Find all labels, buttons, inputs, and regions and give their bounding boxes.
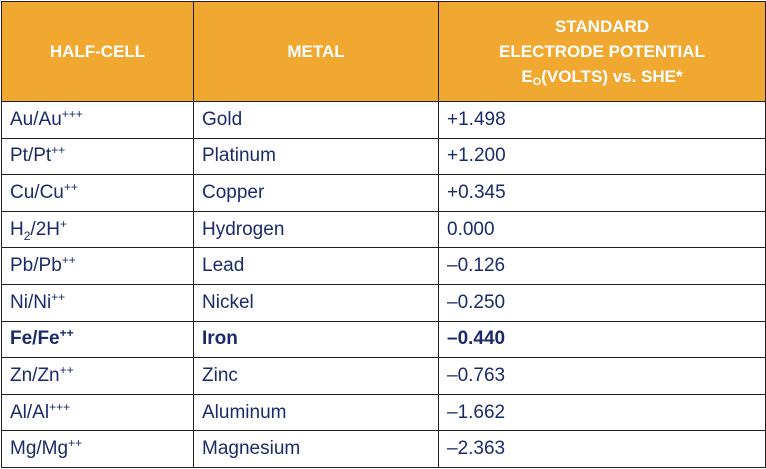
potential-cell: +0.345	[438, 174, 766, 212]
potential-cell: –2.363	[438, 430, 766, 468]
half-cell-charge: ++	[51, 143, 66, 158]
half-cell-cell: Pt/Pt++	[1, 137, 194, 176]
header-half-cell: HALF-CELL	[1, 1, 194, 102]
metal-cell: Nickel	[193, 283, 439, 322]
potential-cell: +1.200	[438, 137, 766, 176]
half-cell-label: Pb/Pb	[10, 255, 62, 277]
table-row: Ni/Ni++ Nickel –0.250	[1, 283, 766, 322]
metal-cell: Platinum	[193, 137, 439, 176]
header-potential-line2: ELECTRODE POTENTIAL	[499, 42, 705, 61]
header-potential: STANDARD ELECTRODE POTENTIAL EO(VOLTS) v…	[438, 1, 766, 102]
half-cell-charge: ++	[51, 289, 66, 304]
half-cell-charge: +	[60, 216, 68, 231]
table-row: Al/Al+++ Aluminum –1.662	[1, 393, 766, 432]
table-row: Pt/Pt++ Platinum +1.200	[1, 137, 766, 176]
header-potential-rest: (VOLTS) vs. SHE*	[541, 67, 683, 86]
header-potential-e-sub: O	[532, 76, 542, 88]
header-metal: METAL	[193, 1, 439, 102]
half-cell-subscript: 2	[23, 228, 31, 243]
half-cell-charge: ++	[59, 326, 74, 341]
half-cell-charge: +++	[49, 399, 71, 414]
half-cell-cell: Pb/Pb++	[1, 247, 194, 285]
half-cell-charge: ++	[63, 179, 78, 194]
half-cell-label: Mg/Mg	[10, 438, 69, 460]
half-cell-cell: Au/Au+++	[1, 101, 194, 139]
metal-cell: Aluminum	[193, 393, 439, 432]
half-cell-label: Ni/Ni	[10, 291, 52, 313]
header-potential-line1: STANDARD	[554, 17, 650, 36]
half-cell-label: Pt/Pt	[10, 145, 52, 167]
header-potential-e: E	[521, 67, 533, 86]
half-cell-charge: ++	[61, 253, 76, 268]
half-cell-ion: /2H	[30, 218, 60, 240]
half-cell-symbol: H	[10, 218, 24, 240]
table-row: H2/2H+ Hydrogen 0.000	[1, 210, 766, 249]
table-header: HALF-CELL METAL STANDARD ELECTRODE POTEN…	[1, 1, 766, 102]
half-cell-cell: Zn/Zn++	[1, 357, 194, 395]
table-body: Au/Au+++ Gold +1.498 Pt/Pt++ Platinum +1.200 C…	[1, 101, 766, 468]
metal-cell: Zinc	[193, 357, 439, 395]
half-cell-label: Au/Au	[10, 108, 62, 130]
half-cell-charge: ++	[68, 436, 83, 451]
half-cell-charge: ++	[59, 362, 74, 377]
potential-cell: –0.440	[438, 320, 766, 359]
metal-cell: Copper	[193, 174, 439, 212]
half-cell-cell: Mg/Mg++	[1, 430, 194, 468]
table-row: Au/Au+++ Gold +1.498	[1, 101, 766, 139]
table-row: Mg/Mg++ Magnesium –2.363	[1, 430, 766, 468]
table-row: Cu/Cu++ Copper +0.345	[1, 174, 766, 212]
half-cell-label: Zn/Zn	[10, 364, 60, 386]
half-cell-cell: H2/2H+	[1, 210, 194, 249]
metal-cell: Hydrogen	[193, 210, 439, 249]
half-cell-charge: +++	[61, 106, 83, 121]
header-row: HALF-CELL METAL STANDARD ELECTRODE POTEN…	[1, 1, 766, 102]
potential-cell: +1.498	[438, 101, 766, 139]
half-cell-cell: Ni/Ni++	[1, 283, 194, 322]
metal-cell: Lead	[193, 247, 439, 285]
header-potential-line3: EO(VOLTS) vs. SHE*	[439, 64, 765, 89]
half-cell-label: Fe/Fe	[10, 328, 60, 350]
half-cell-label: Al/Al	[10, 401, 50, 423]
potential-cell: –0.763	[438, 357, 766, 395]
metal-cell: Iron	[193, 320, 439, 359]
table-row: Zn/Zn++ Zinc –0.763	[1, 357, 766, 395]
potential-cell: 0.000	[438, 210, 766, 249]
table-row: Pb/Pb++ Lead –0.126	[1, 247, 766, 285]
half-cell-cell: Cu/Cu++	[1, 174, 194, 212]
half-cell-cell: Al/Al+++	[1, 393, 194, 432]
potential-cell: –1.662	[438, 393, 766, 432]
half-cell-cell: Fe/Fe++	[1, 320, 194, 359]
table-row: Fe/Fe++ Iron –0.440	[1, 320, 766, 359]
potential-cell: –0.126	[438, 247, 766, 285]
potential-cell: –0.250	[438, 283, 766, 322]
metal-cell: Magnesium	[193, 430, 439, 468]
metal-cell: Gold	[193, 101, 439, 139]
half-cell-label: Cu/Cu	[10, 181, 64, 203]
